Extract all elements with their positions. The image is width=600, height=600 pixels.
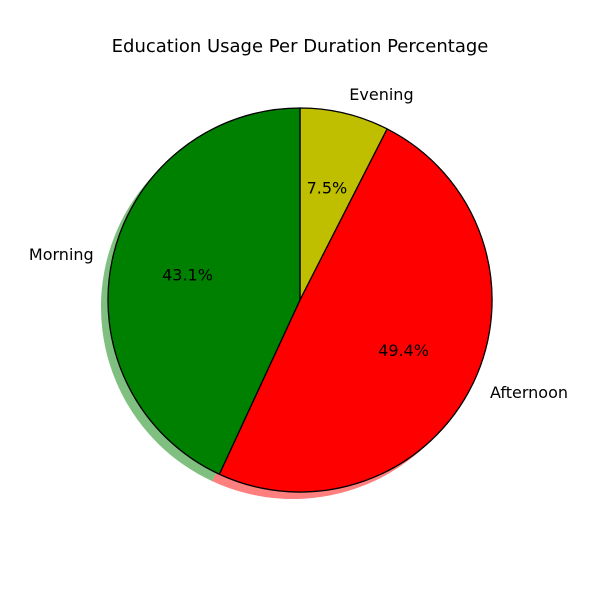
slice-percent-morning: 43.1% xyxy=(162,266,213,285)
pie-slices xyxy=(107,107,493,493)
slice-afternoon xyxy=(218,128,493,493)
pie-labels: Evening 7.5% Afternoon 49.4% Morning 43.1% xyxy=(29,85,568,402)
slice-label-evening: Evening xyxy=(349,85,413,104)
slice-label-morning: Morning xyxy=(29,245,94,264)
slice-percent-evening: 7.5% xyxy=(307,179,348,198)
slice-percent-afternoon: 49.4% xyxy=(378,341,429,360)
slice-morning xyxy=(107,107,301,475)
chart-title: Education Usage Per Duration Percentage xyxy=(112,36,489,57)
slice-label-afternoon: Afternoon xyxy=(490,383,568,402)
